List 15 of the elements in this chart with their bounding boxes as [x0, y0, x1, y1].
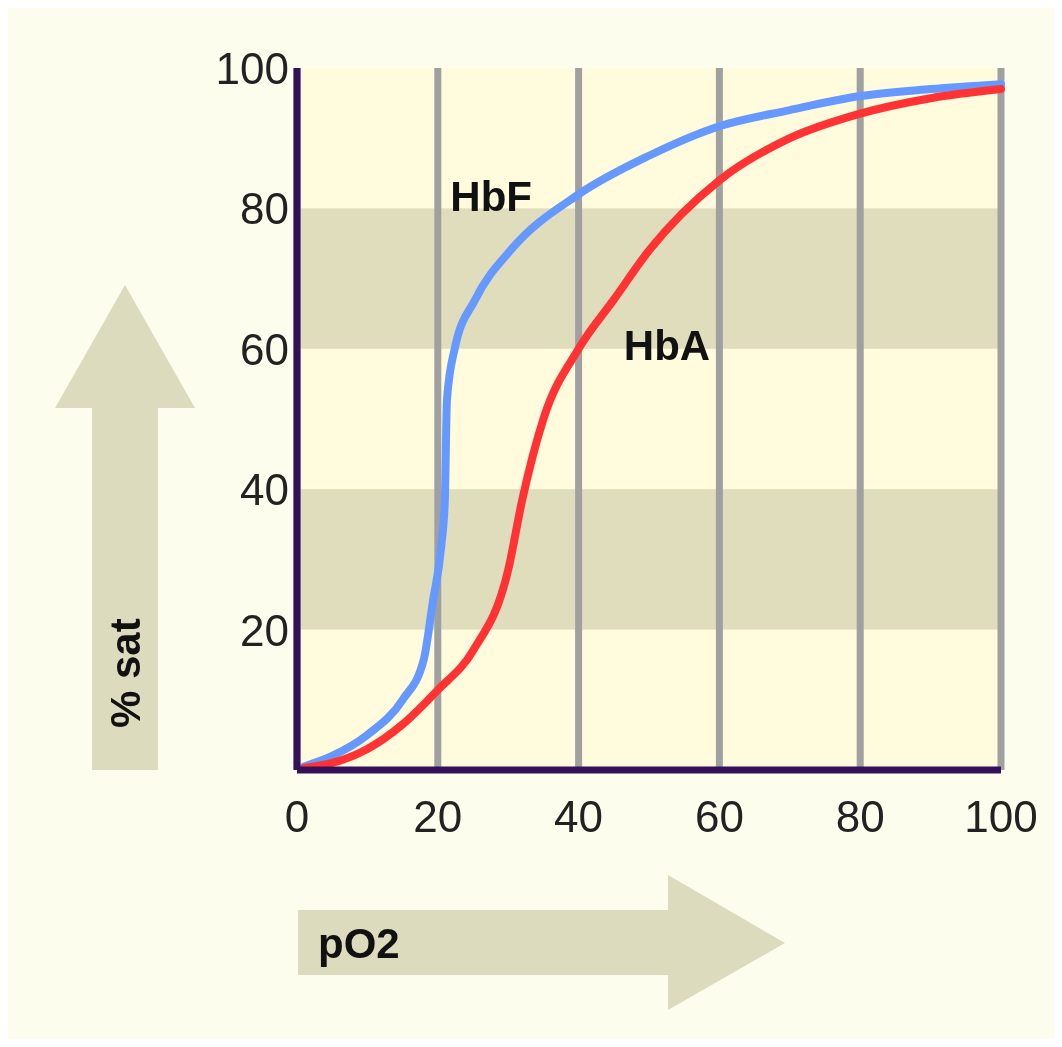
y-tick-label: 80 [240, 184, 289, 234]
y-tick-label: 40 [240, 465, 289, 515]
y-axis-title: % sat [102, 618, 149, 728]
series-label: HbF [450, 172, 532, 220]
x-tick-label: 80 [835, 792, 885, 841]
x-tick-label: 40 [554, 792, 604, 841]
y-tick-label: 20 [240, 605, 289, 655]
x-tick-label: 20 [413, 792, 463, 841]
x-tick-label: 0 [284, 792, 310, 841]
x-tick-label: 60 [694, 792, 744, 841]
x-tick-label: 100 [964, 792, 1038, 841]
series-label: HbA [623, 321, 711, 369]
y-tick-label: 60 [240, 324, 289, 374]
y-tick-label: 100 [215, 44, 289, 93]
x-axis-title: pO2 [318, 920, 400, 967]
